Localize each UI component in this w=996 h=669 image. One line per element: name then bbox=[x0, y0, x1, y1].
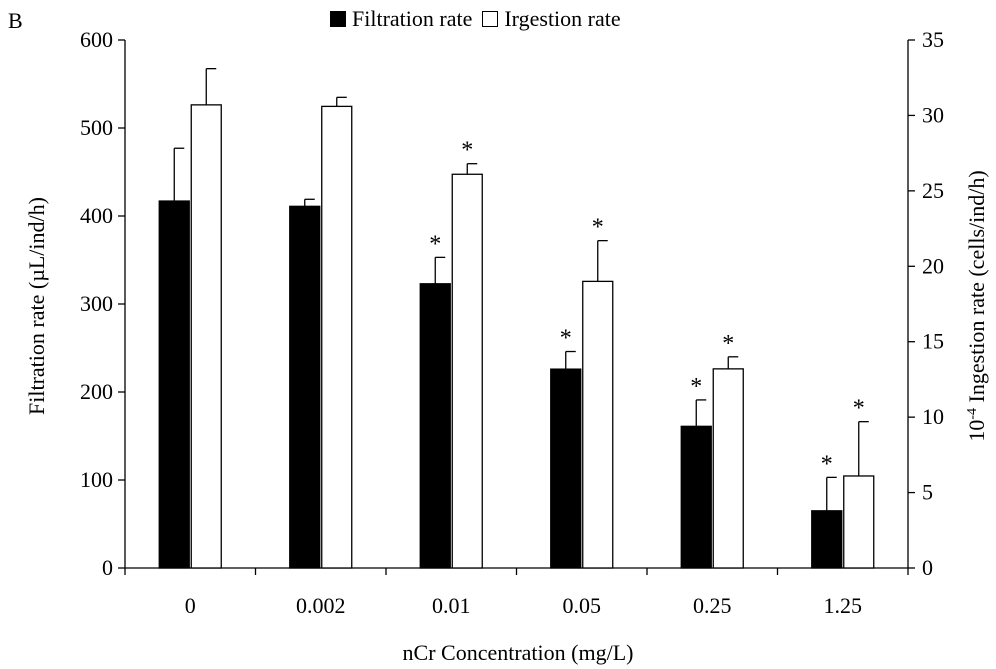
y-right-tick-label: 0 bbox=[922, 555, 933, 580]
bar-filtration-rate bbox=[550, 368, 582, 569]
bar-filtration-rate bbox=[680, 425, 712, 569]
y-left-tick-label: 300 bbox=[80, 291, 113, 316]
bar-filtration-rate bbox=[289, 205, 321, 569]
y-left-tick-label: 0 bbox=[102, 555, 113, 580]
y-axis-right-label-base: 10 bbox=[964, 420, 989, 442]
legend-swatch-filtration bbox=[330, 11, 346, 27]
significance-mark-ingestion: * bbox=[461, 138, 473, 164]
x-axis-label: nCr Concentration (mg/L) bbox=[403, 640, 634, 665]
x-tick-label: 0.05 bbox=[563, 593, 602, 618]
bar-ingestion-rate bbox=[321, 105, 353, 569]
x-tick-label: 0.002 bbox=[296, 593, 346, 618]
y-right-tick-label: 35 bbox=[922, 27, 944, 52]
x-tick-label: 0.25 bbox=[693, 593, 732, 618]
significance-mark-ingestion: * bbox=[592, 215, 604, 241]
y-left-tick-label: 600 bbox=[80, 27, 113, 52]
y-left-tick-label: 200 bbox=[80, 379, 113, 404]
bar-filtration-rate bbox=[811, 510, 843, 569]
significance-mark-filtration: * bbox=[690, 374, 702, 400]
y-axis-right-label-exponent: -4 bbox=[965, 408, 980, 420]
significance-mark-filtration: * bbox=[821, 451, 833, 477]
y-right-tick-label: 20 bbox=[922, 253, 944, 278]
legend-swatch-ingestion bbox=[482, 11, 499, 27]
bar-ingestion-rate bbox=[843, 475, 875, 569]
bar-ingestion-rate bbox=[451, 173, 483, 569]
legend-label-ingestion: Irgestion rate bbox=[504, 6, 621, 31]
y-left-tick-label: 500 bbox=[80, 115, 113, 140]
x-tick-label: 1.25 bbox=[824, 593, 863, 618]
y-left-tick-label: 400 bbox=[80, 203, 113, 228]
y-right-tick-label: 25 bbox=[922, 178, 944, 203]
significance-mark-filtration: * bbox=[429, 231, 441, 257]
legend-label-filtration: Filtration rate bbox=[352, 6, 473, 31]
panel-label: B bbox=[8, 8, 23, 33]
x-tick-label: 0 bbox=[185, 593, 196, 618]
chart-legend: Filtration rate Irgestion rate bbox=[330, 6, 631, 32]
y-right-tick-label: 5 bbox=[922, 480, 933, 505]
y-axis-right-label: 10-4 Ingestion rate (cells/ind/h) bbox=[964, 170, 989, 441]
bar-ingestion-rate bbox=[712, 368, 744, 569]
y-right-tick-label: 30 bbox=[922, 102, 944, 127]
chart-labels: nCr Concentration (mg/L) Filtration rate… bbox=[24, 170, 989, 665]
y-axis-left-label: Filtration rate (µL/ind/h) bbox=[24, 197, 49, 415]
y-right-tick-label: 10 bbox=[922, 404, 944, 429]
significance-mark-ingestion: * bbox=[853, 396, 865, 422]
bar-ingestion-rate bbox=[190, 104, 222, 569]
y-right-tick-label: 15 bbox=[922, 329, 944, 354]
bar-ingestion-rate bbox=[582, 280, 614, 569]
bar-filtration-rate bbox=[158, 200, 190, 569]
chart-bars: * * * * * * * * bbox=[158, 68, 875, 569]
significance-mark-ingestion: * bbox=[722, 331, 734, 357]
y-left-tick-label: 100 bbox=[80, 467, 113, 492]
y-axis-right-label-text: Ingestion rate (cells/ind/h) bbox=[964, 170, 989, 408]
significance-mark-filtration: * bbox=[560, 326, 572, 352]
legend-item-ingestion: Irgestion rate bbox=[482, 6, 621, 32]
legend-item-filtration: Filtration rate bbox=[330, 6, 472, 32]
chart-axes: 0 100 200 300 400 500 600 0 5 10 15 20 25 30 35 0 0.002 0… bbox=[80, 27, 944, 618]
x-tick-label: 0.01 bbox=[432, 593, 471, 618]
bar-filtration-rate bbox=[419, 283, 451, 569]
